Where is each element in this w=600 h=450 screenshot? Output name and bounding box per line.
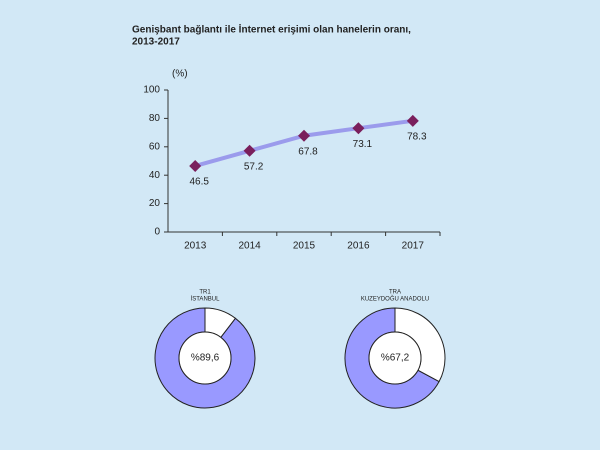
data-label: 57.2	[244, 161, 264, 172]
data-point	[298, 129, 310, 142]
y-tick-label: 100	[143, 85, 160, 96]
data-label: %67,2	[381, 353, 410, 364]
x-tick-label: 2016	[347, 241, 370, 252]
data-label: %89,6	[191, 353, 220, 364]
x-tick-label: 2015	[293, 241, 316, 252]
chart-title: Genişbant bağlantı ile İnternet erişimi …	[132, 23, 411, 36]
data-label: 46.5	[189, 177, 209, 188]
data-label: 67.8	[298, 146, 318, 157]
chart-title: 2013-2017	[132, 37, 180, 48]
pie-hole	[368, 331, 422, 385]
pie-title: KUZEYDOĞU ANADOLU	[361, 296, 429, 303]
data-label: 73.1	[353, 139, 373, 150]
y-tick-label: 0	[154, 227, 160, 238]
data-point	[406, 114, 419, 127]
pie-title: TR1	[199, 290, 211, 296]
y-tick-label: 80	[149, 113, 161, 124]
x-tick-label: 2013	[184, 241, 207, 252]
pie-title: İSTANBUL	[191, 296, 221, 303]
data-point	[243, 144, 256, 157]
y-tick-label: 20	[149, 198, 161, 209]
y-tick-label: 40	[149, 170, 161, 181]
y-tick-label: 60	[149, 141, 161, 152]
data-point	[189, 159, 202, 172]
y-axis-label: (%)	[172, 69, 188, 80]
pie-hole	[178, 331, 232, 385]
x-tick-label: 2014	[238, 241, 261, 252]
data-point	[352, 122, 365, 135]
data-label: 78.3	[407, 131, 427, 142]
pie-title: TRA	[389, 290, 401, 296]
x-tick-label: 2017	[402, 241, 425, 252]
